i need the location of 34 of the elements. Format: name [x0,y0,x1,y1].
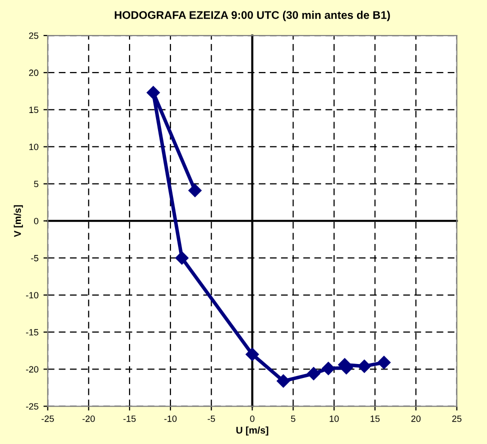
x-tick-label: 20 [411,416,421,422]
x-axis-title: U [m/s] [236,426,268,436]
point [377,356,391,370]
point [146,86,160,100]
y-tick-label: -10 [26,292,38,298]
y-tick-label: -5 [31,255,38,262]
y-tick-label: 15 [29,106,38,114]
point [322,362,335,376]
point [188,184,202,198]
chart-title: HODOGRAFA EZEIZA 9:00 UTC (30 min antes de B1) [114,10,390,22]
y-tick-label: -25 [26,403,38,410]
x-tick-label: -5 [208,416,215,422]
y-tick-label: 20 [29,70,38,76]
y-tick-label: 0 [34,218,38,224]
x-tick-label: 0 [250,416,254,422]
y-tick-label: -15 [26,329,38,336]
y-tick-label: 25 [29,32,38,39]
x-tick-label: 5 [291,416,296,422]
y-axis-title: V [m/s] [14,205,23,238]
x-tick-label: 25 [452,416,462,422]
point [276,374,290,388]
x-tick-label: -20 [82,416,95,422]
y-tick-label: 10 [29,144,38,150]
point [246,348,259,361]
x-tick-label: -25 [42,416,54,422]
y-tick-label: 5 [34,180,38,188]
point [358,360,371,373]
x-tick-label: 10 [330,416,339,422]
point [307,367,320,380]
x-tick-label: -10 [164,416,177,422]
point [175,251,188,265]
x-tick-label: 15 [370,416,380,422]
y-tick-label: -20 [26,366,38,373]
x-tick-label: -15 [123,416,136,422]
